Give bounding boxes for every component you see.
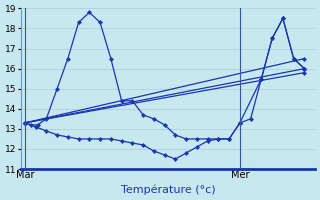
X-axis label: Température (°c): Température (°c) [121,185,215,195]
